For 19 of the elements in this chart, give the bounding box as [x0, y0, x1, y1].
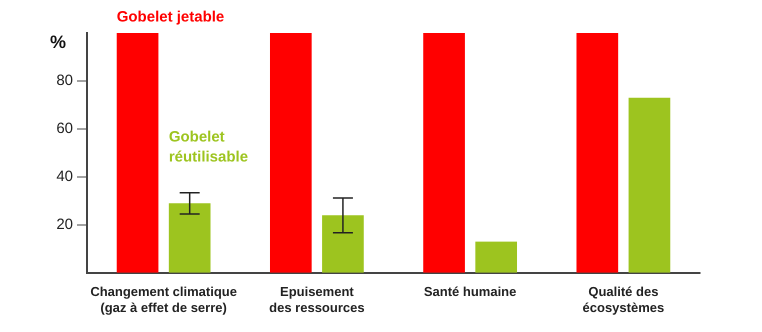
- bar: [576, 33, 618, 273]
- text: Gobelet réutilisable: [168, 128, 248, 166]
- y-axis-title: %: [50, 32, 66, 52]
- y-tick-label: 20: [56, 216, 73, 233]
- x-tick-label: Epuisement des ressources: [269, 284, 365, 315]
- y-tick-label: 80: [56, 72, 73, 90]
- series-label: Gobelet jetable: [116, 8, 224, 26]
- x-tick-label: Qualité des écosystèmes: [582, 284, 664, 315]
- x-tick-label: Santé humaine: [424, 284, 516, 300]
- x-tick-label: Changement climatique (gaz à effet de serre): [90, 284, 237, 315]
- bar: [628, 98, 670, 273]
- bar: [475, 242, 518, 273]
- bar: [270, 33, 312, 273]
- y-tick-label: 60: [56, 120, 73, 138]
- bar: [423, 33, 465, 273]
- bar: [116, 33, 158, 273]
- y-tick-label: 40: [56, 168, 73, 186]
- bar: [168, 203, 211, 273]
- bar: [322, 215, 364, 273]
